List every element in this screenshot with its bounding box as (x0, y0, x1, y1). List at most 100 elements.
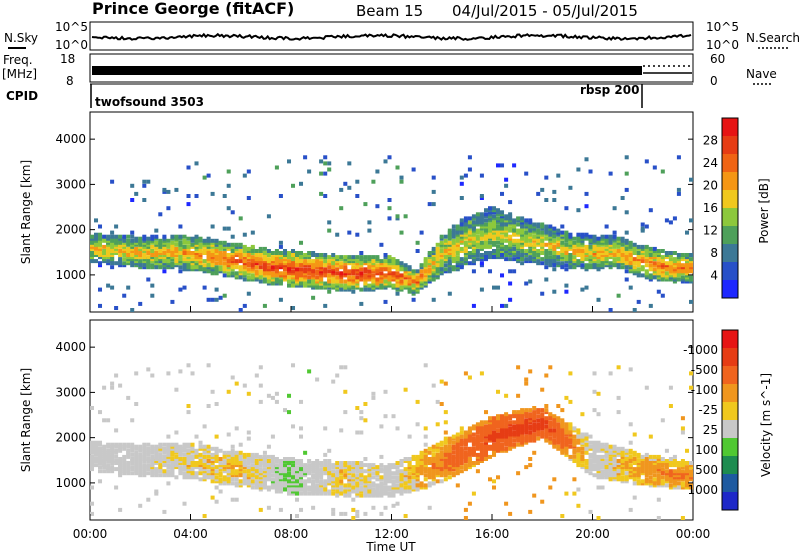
colorbar-swatch (722, 330, 738, 348)
heatmap-cell (419, 452, 424, 457)
heatmap-cell (628, 249, 633, 253)
heatmap-cell (379, 273, 384, 278)
heatmap-cell (126, 246, 131, 251)
heatmap-cell (178, 369, 183, 374)
heatmap-cell (363, 463, 368, 468)
heatmap-cell (451, 255, 456, 260)
heatmap-cell (660, 479, 665, 484)
heatmap-cell (146, 255, 151, 260)
freq-series (92, 66, 642, 75)
heatmap-cell (379, 467, 384, 472)
heatmap-cell (270, 485, 275, 490)
heatmap-cell (258, 383, 263, 388)
heatmap-cell (90, 463, 95, 468)
heatmap-cell (351, 475, 356, 480)
heatmap-cell (612, 242, 617, 247)
heatmap-cell (395, 273, 400, 278)
heatmap-cell (359, 251, 364, 255)
freq-tick-top: 18 (60, 52, 75, 66)
heatmap-cell (548, 244, 553, 249)
heatmap-cell (194, 234, 199, 239)
heatmap-cell (524, 226, 529, 231)
heatmap-cell (419, 485, 424, 490)
heatmap-cell (238, 242, 243, 247)
heatmap-cell (455, 432, 460, 437)
heatmap-cell (363, 402, 368, 406)
heatmap-cell (528, 424, 533, 429)
heatmap-cell (403, 481, 408, 486)
heatmap-cell (254, 269, 259, 274)
heatmap-cell (335, 373, 340, 378)
heatmap-cell (98, 249, 103, 253)
heatmap-cell (648, 463, 653, 468)
heatmap-cell (246, 249, 251, 253)
heatmap-cell (218, 481, 223, 486)
heatmap-cell (668, 261, 673, 266)
heatmap-cell (323, 261, 328, 266)
heatmap-cell (210, 297, 215, 302)
heatmap-cell (234, 497, 239, 502)
heatmap-cell (395, 216, 400, 221)
heatmap-cell (387, 261, 392, 266)
heatmap-cell (624, 269, 629, 274)
heatmap-cell (266, 463, 271, 468)
heatmap-cell (315, 483, 320, 488)
heatmap-cell (471, 452, 476, 457)
heatmap-cell (162, 442, 167, 447)
heatmap-cell (640, 469, 645, 474)
heatmap-cell (668, 485, 673, 490)
heatmap-cell (640, 457, 645, 461)
heatmap-cell (287, 475, 292, 480)
heatmap-cell (447, 475, 452, 480)
heatmap-cell (672, 463, 677, 468)
heatmap-cell (496, 255, 501, 260)
heatmap-cell (407, 289, 412, 294)
heatmap-cell (311, 479, 316, 484)
heatmap-cell (632, 475, 637, 480)
x-tick-label: 20:00 (575, 527, 610, 541)
heatmap-cell (218, 295, 223, 300)
heatmap-cell (596, 267, 601, 272)
heatmap-cell (190, 467, 195, 472)
heatmap-cell (419, 273, 424, 278)
heatmap-cell (254, 261, 259, 266)
heatmap-cell (130, 249, 135, 253)
heatmap-cell (327, 283, 332, 288)
heatmap-cell (278, 459, 283, 463)
heatmap-cell (222, 273, 227, 278)
heatmap-cell (214, 485, 219, 490)
heatmap-cell (644, 452, 649, 457)
heatmap-cell (488, 206, 493, 211)
heatmap-cell (463, 244, 468, 249)
heatmap-cell (415, 269, 420, 274)
heatmap-cell (423, 452, 428, 457)
heatmap-cell (572, 448, 577, 453)
heatmap-cell (258, 273, 263, 278)
heatmap-cell (202, 259, 207, 264)
heatmap-cell (556, 434, 561, 439)
heatmap-cell (198, 471, 203, 476)
heatmap-cell (403, 283, 408, 288)
heatmap-cell (600, 454, 605, 459)
heatmap-cell (636, 267, 641, 272)
heatmap-cell (266, 454, 271, 459)
heatmap-cell (479, 232, 484, 237)
heatmap-cell (552, 198, 557, 202)
heatmap-cell (371, 487, 376, 492)
heatmap-cell (427, 277, 432, 282)
heatmap-cell (359, 485, 364, 490)
heatmap-cell (250, 485, 255, 490)
heatmap-cell (423, 257, 428, 262)
heatmap-cell (584, 469, 589, 474)
heatmap-cell (278, 475, 283, 480)
cpid-segment-2: rbsp 200 (580, 83, 639, 97)
heatmap-cell (636, 244, 641, 249)
heatmap-cell (363, 277, 368, 282)
heatmap-cell (624, 448, 629, 453)
heatmap-cell (270, 469, 275, 474)
heatmap-cell (270, 281, 275, 286)
heatmap-cell (110, 261, 115, 266)
heatmap-cell (343, 265, 348, 270)
heatmap-cell (198, 242, 203, 247)
heatmap-cell (323, 255, 328, 260)
